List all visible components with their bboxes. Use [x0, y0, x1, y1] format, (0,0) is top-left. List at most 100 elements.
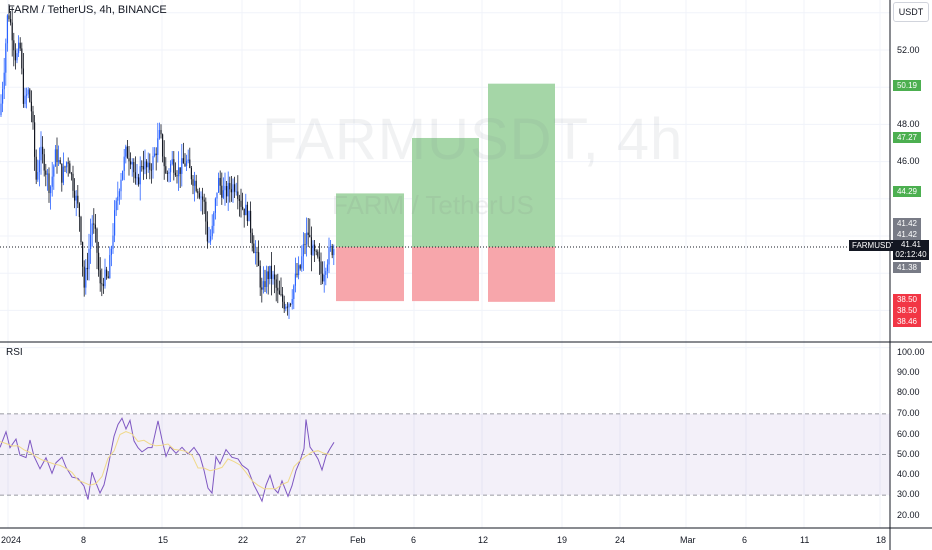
date-tick: 6: [411, 535, 417, 545]
candle-body: [190, 167, 192, 180]
candle-body: [165, 166, 167, 174]
candle-body: [275, 279, 277, 288]
candle-body: [235, 191, 237, 193]
candle-body: [246, 204, 248, 222]
candle-body: [43, 154, 45, 171]
price-tick: 46.00: [897, 156, 920, 166]
candle-body: [40, 146, 42, 161]
candle-body: [242, 206, 244, 209]
candle-body: [254, 251, 256, 253]
stop-zone: [336, 246, 404, 302]
candle-body: [136, 177, 138, 179]
rsi-tick: 60.00: [897, 429, 920, 439]
candle-body: [138, 177, 140, 185]
candle-body: [226, 186, 228, 197]
candle-body: [326, 264, 328, 272]
candle-body: [16, 53, 18, 61]
candle-body: [258, 252, 260, 266]
candle-body: [330, 245, 332, 247]
candle-body: [261, 287, 263, 290]
candle-body: [211, 225, 213, 237]
candle-body: [272, 274, 274, 279]
target-zone: [488, 83, 555, 247]
candle-body: [237, 191, 239, 199]
candle-body: [122, 170, 124, 180]
candle-body: [8, 15, 10, 20]
chart-title[interactable]: FARM / TetherUS, 4h, BINANCE: [8, 4, 167, 16]
candle-body: [277, 287, 279, 291]
candle-body: [282, 294, 284, 302]
candle-body: [69, 163, 71, 174]
candle-body: [197, 191, 199, 194]
candle-body: [51, 176, 53, 187]
candle-body: [150, 169, 152, 171]
candle-body: [131, 162, 133, 165]
current-price-value: 41.41: [900, 240, 922, 249]
stop-zone: [488, 246, 555, 302]
candle-body: [178, 167, 180, 177]
candle-body: [318, 256, 320, 262]
candle-body: [18, 42, 20, 54]
currency-button[interactable]: USDT: [893, 2, 929, 22]
rsi-line: [0, 417, 335, 503]
stop-badge-1: 38.50: [893, 294, 921, 305]
rsi-pane-label[interactable]: RSI: [6, 347, 23, 358]
candle-body: [240, 200, 242, 207]
price-tick: 52.00: [897, 45, 920, 55]
candle-body: [144, 161, 146, 170]
candle-body: [192, 179, 194, 186]
candle-body: [203, 199, 205, 202]
candle-body: [266, 271, 268, 288]
candle-body: [320, 261, 322, 274]
candle-body: [78, 203, 80, 217]
target-zone: [336, 193, 404, 247]
symbol-watermark: FARMUSDT, 4h: [262, 107, 684, 172]
rsi-tick: 50.00: [897, 449, 920, 459]
candle-body: [110, 248, 112, 256]
candle-body: [130, 161, 132, 165]
stop-zone: [412, 246, 479, 302]
candle-body: [13, 40, 15, 51]
candle-body: [48, 173, 50, 194]
candle-body: [77, 195, 79, 204]
candle-body: [186, 160, 188, 166]
candle-body: [82, 242, 84, 267]
rsi-tick: 70.00: [897, 408, 920, 418]
candle-body: [53, 166, 55, 177]
candle-body: [74, 190, 76, 201]
candle-body: [61, 163, 63, 183]
rsi-ma-line: [0, 431, 331, 490]
date-tick: 11: [800, 535, 810, 545]
candle-body: [66, 162, 68, 168]
candle-body: [120, 179, 122, 192]
candle-body: [267, 271, 269, 280]
candle-body: [118, 191, 120, 197]
candle-body: [149, 162, 151, 170]
candle-body: [106, 269, 108, 277]
candle-body: [229, 183, 231, 190]
candle-body: [296, 273, 298, 276]
candle-body: [114, 210, 116, 236]
candle-body: [70, 173, 72, 175]
entry-badge-2: 41.42: [893, 229, 921, 240]
candle-body: [323, 274, 325, 282]
candle-body: [10, 19, 12, 23]
candle-body: [99, 270, 101, 284]
candle-body: [182, 158, 184, 164]
current-price-tag: 41.41 02:12:40: [893, 240, 929, 260]
candle-body: [125, 146, 127, 157]
candle-body: [213, 212, 215, 226]
candle-body: [154, 153, 156, 156]
date-tick: 2024: [1, 535, 22, 545]
candle-body: [88, 249, 90, 270]
candle-body: [202, 196, 204, 200]
rsi-tick: 40.00: [897, 469, 920, 479]
candle-body: [24, 95, 26, 104]
candle-body: [302, 244, 304, 257]
candle-body: [291, 299, 293, 305]
candle-body: [56, 149, 58, 163]
candle-body: [45, 170, 47, 175]
candle-body: [30, 101, 32, 112]
candle-body: [102, 283, 104, 287]
